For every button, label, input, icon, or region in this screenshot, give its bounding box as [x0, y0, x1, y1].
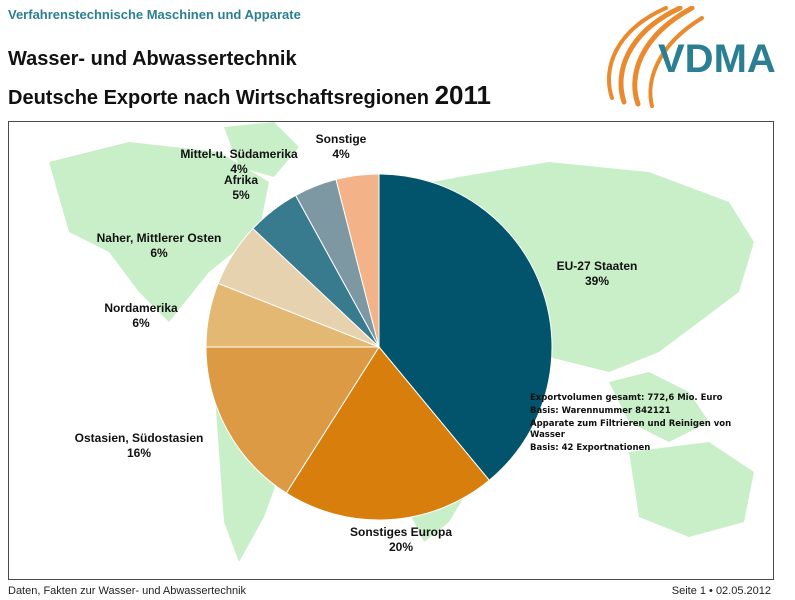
- section-label: Verfahrenstechnische Maschinen und Appar…: [8, 7, 301, 22]
- subtitle-year: 2011: [434, 80, 491, 110]
- pie-slice-3: [205, 346, 380, 494]
- logo-swoosh-4: [607, 6, 668, 100]
- info-basis-nations: Basis: 42 Exportnationen: [530, 442, 651, 453]
- logo-text: VDMA: [658, 37, 776, 81]
- slice-value-1: 39%: [585, 274, 609, 288]
- slice-label-1: EU-27 Staaten: [557, 259, 638, 273]
- slice-value-4: 6%: [132, 316, 150, 330]
- pie-slices: [205, 173, 553, 521]
- slice-value-2: 20%: [389, 540, 413, 554]
- logo-swoosh-2: [618, 6, 683, 105]
- logo-swoosh-3: [648, 16, 704, 108]
- slice-value-8: 4%: [332, 147, 350, 161]
- slice-value-7: 4%: [230, 162, 248, 176]
- subtitle-text: Deutsche Exporte nach Wirtschaftsregione…: [8, 87, 430, 109]
- map-greenland: [224, 122, 299, 177]
- slice-label-5: Naher, Mittlerer Osten: [97, 231, 222, 245]
- map-southeast-asia: [609, 372, 709, 442]
- slice-value-3: 16%: [127, 446, 151, 460]
- logo-swoosh-1: [632, 6, 695, 107]
- footer-right: Seite 1 • 02.05.2012: [671, 585, 771, 597]
- map-north-america: [49, 142, 269, 322]
- slice-label-3: Ostasien, Südostasien: [75, 431, 204, 445]
- footer-left: Daten, Fakten zur Wasser- und Abwasserte…: [8, 585, 247, 597]
- info-description: Apparate zum Filtrieren und Reinigen von…: [530, 419, 732, 440]
- info-basis-warennummer: Basis: Warennummer 842121: [530, 406, 671, 417]
- chart-frame: EU-27 Staaten 39% Sonstiges Europa 20% Ostas…: [8, 121, 774, 580]
- info-box: Exportvolumen gesamt: 772,6 Mio. Euro Ba…: [530, 393, 755, 456]
- pie-slice-2: [285, 346, 490, 521]
- pie-slice-1: [378, 173, 553, 482]
- slice-label-6: Afrika: [224, 173, 258, 187]
- vdma-logo: VDMA: [607, 6, 776, 108]
- slice-label-7: Mittel-u. Südamerika: [180, 147, 298, 161]
- slice-value-6: 5%: [232, 188, 250, 202]
- pie-slice-8: [335, 173, 380, 348]
- map-australia: [629, 442, 754, 537]
- page-title: Wasser- und Abwassertechnik: [8, 48, 297, 70]
- page-subtitle: Deutsche Exporte nach Wirtschaftsregione…: [8, 80, 491, 111]
- slice-label-4: Nordamerika: [104, 301, 178, 315]
- slice-label-2: Sonstiges Europa: [350, 525, 452, 539]
- slice-value-5: 6%: [150, 246, 168, 260]
- slice-label-8: Sonstige: [316, 132, 367, 146]
- info-export-volume: Exportvolumen gesamt: 772,6 Mio. Euro: [530, 393, 723, 403]
